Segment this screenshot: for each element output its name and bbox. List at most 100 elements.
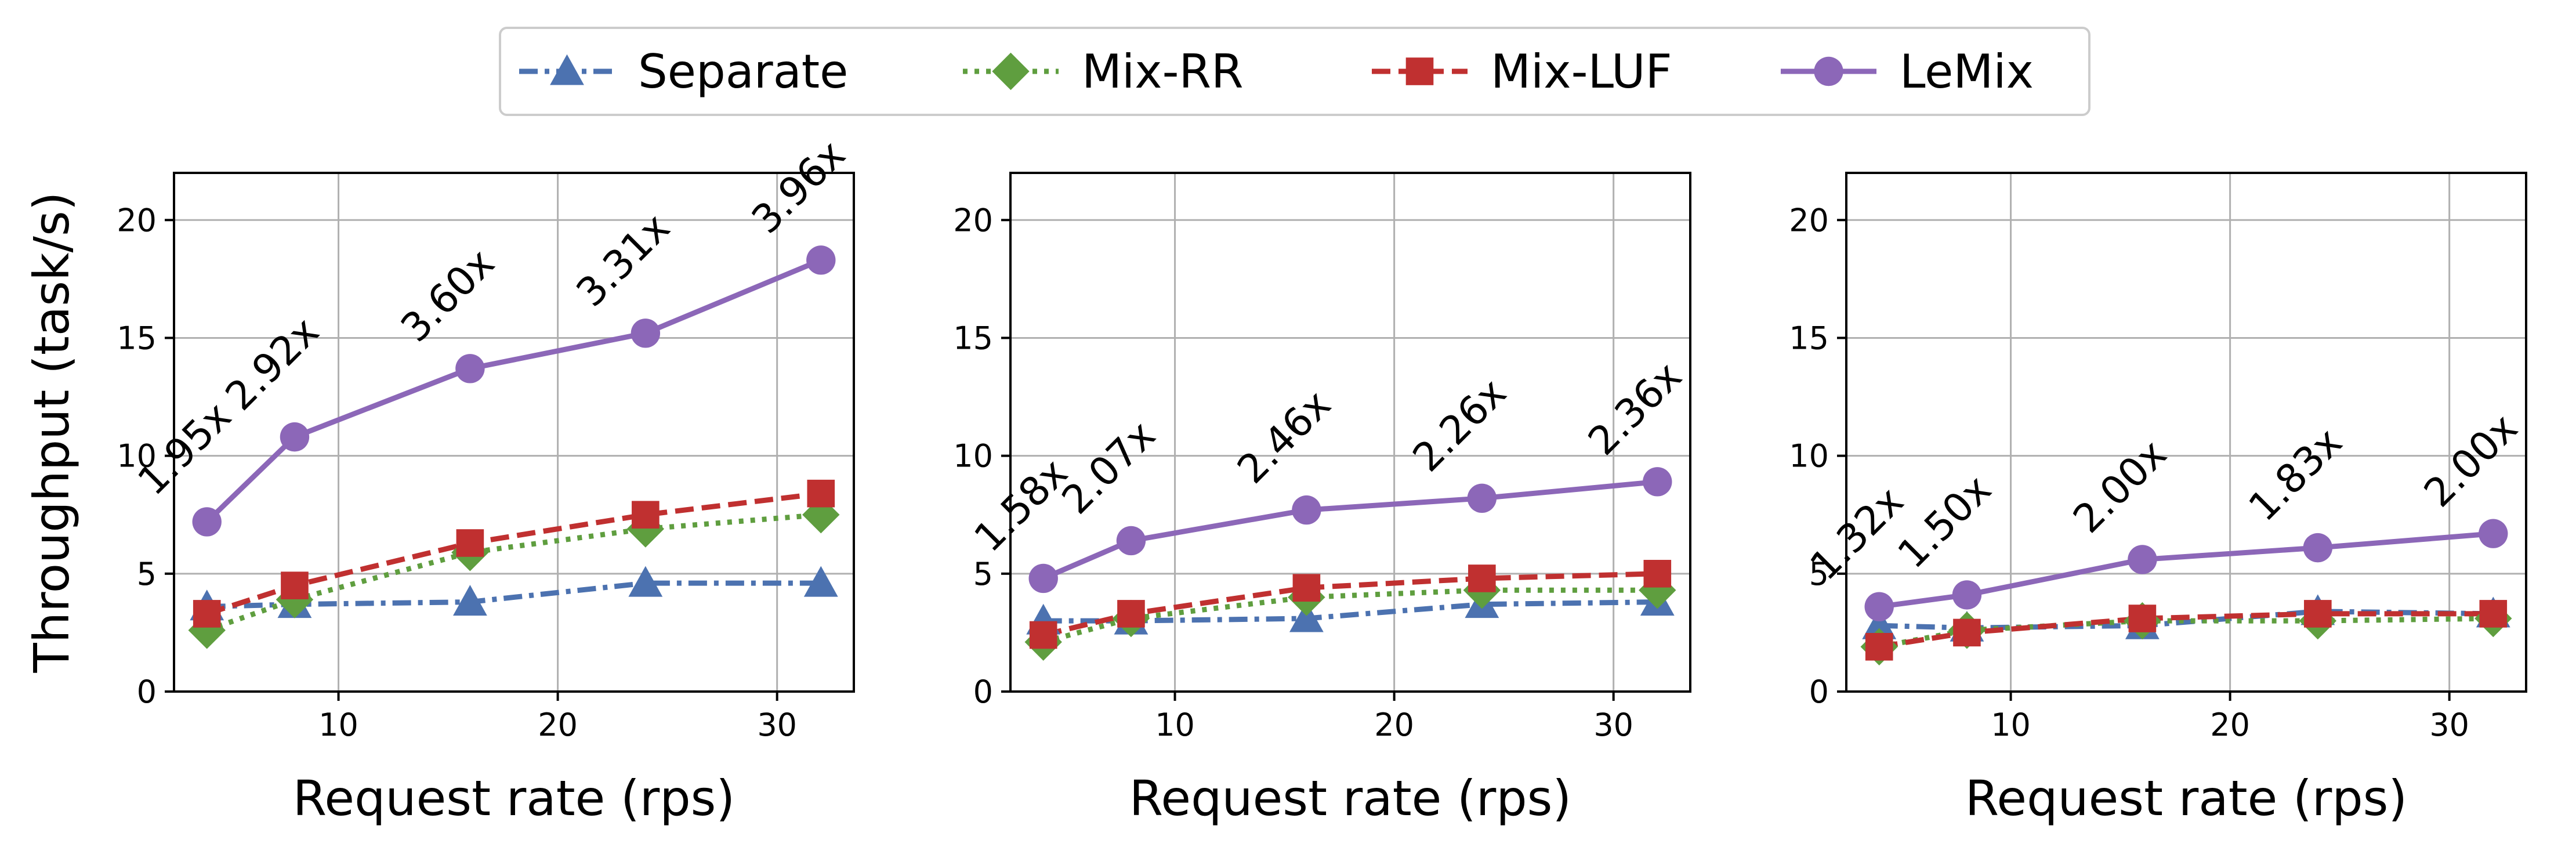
y-tick-label: 20 <box>953 202 993 238</box>
data-point-mix-luf <box>2128 605 2157 632</box>
data-point-separate <box>1862 608 1897 639</box>
data-point-lemix <box>2479 519 2508 548</box>
data-point-separate <box>452 585 487 616</box>
legend-label: LeMix <box>1900 45 2034 99</box>
y-tick-label: 20 <box>117 202 157 238</box>
data-point-lemix <box>192 507 222 537</box>
data-point-lemix <box>280 422 310 452</box>
x-axis-label: Request rate (rps) <box>1129 770 1571 827</box>
data-point-mix-luf <box>807 479 835 508</box>
y-tick-label: 0 <box>973 674 993 710</box>
y-tick-label: 10 <box>953 438 993 475</box>
speedup-annotation: 1.32x <box>1802 478 1912 589</box>
data-point-mix-rr <box>276 581 314 618</box>
speedup-annotation: 1.50x <box>1889 466 2000 577</box>
data-point-mix-luf <box>193 600 221 628</box>
data-point-mix-luf <box>1029 621 1057 649</box>
y-tick-label: 20 <box>1789 202 1829 238</box>
legend-marker-square <box>1405 57 1434 85</box>
data-point-mix-luf <box>1292 574 1321 602</box>
speedup-annotation: 1.83x <box>2240 419 2351 530</box>
data-point-lemix <box>1116 526 1146 556</box>
series-line-mix-rr <box>206 512 821 633</box>
legend-entry-mix-luf: Mix-LUF <box>1372 45 1672 99</box>
speedup-annotation: 2.07x <box>1053 412 1164 523</box>
data-point-mix-luf <box>2479 600 2508 628</box>
x-tick-label: 30 <box>2429 707 2469 743</box>
data-point-lemix <box>1028 563 1058 594</box>
data-point-mix-luf <box>281 571 309 599</box>
data-point-lemix <box>2128 545 2157 574</box>
chart-panel-1: 10 20 30 0 5 10 15 20 Request rate (rps) Throughp… <box>23 132 855 827</box>
data-point-lemix <box>455 354 485 383</box>
data-point-lemix <box>2303 533 2333 563</box>
y-tick-label: 5 <box>137 556 157 592</box>
y-axis-label: Throughput (task/s) <box>23 191 80 673</box>
plot-frame <box>1845 172 2527 693</box>
data-point-lemix <box>1952 580 1982 610</box>
data-point-lemix <box>631 319 661 348</box>
x-tick-label: 30 <box>757 707 797 743</box>
data-point-mix-luf <box>632 501 660 529</box>
speedup-annotation: 3.31x <box>568 205 679 316</box>
data-point-lemix <box>806 245 836 275</box>
legend-marker-circle <box>1814 56 1843 86</box>
legend-entry-mix-rr: Mix-RR <box>963 45 1244 99</box>
x-tick-label: 10 <box>1155 707 1195 743</box>
y-tick-label: 15 <box>117 320 157 356</box>
data-point-mix-luf <box>456 529 484 557</box>
speedup-annotation: 2.92x <box>217 309 328 419</box>
y-tick-label: 10 <box>117 438 157 475</box>
legend-frame <box>499 27 2090 116</box>
data-point-lemix <box>1864 592 1894 621</box>
data-point-mix-luf <box>1953 618 1981 647</box>
data-point-mix-luf <box>1468 564 1496 592</box>
data-point-mix-luf <box>1865 632 1893 661</box>
y-tick-label: 15 <box>1789 320 1829 356</box>
data-point-mix-rr <box>802 496 840 534</box>
x-tick-label: 20 <box>538 707 578 743</box>
data-point-lemix <box>1292 495 1321 525</box>
data-point-separate <box>1289 601 1324 632</box>
data-point-lemix <box>1643 467 1672 497</box>
y-tick-label: 10 <box>1789 438 1829 475</box>
speedup-annotation: 2.00x <box>2065 431 2176 542</box>
y-tick-label: 15 <box>953 320 993 356</box>
x-tick-label: 20 <box>2210 707 2250 743</box>
data-point-separate <box>628 566 663 597</box>
legend: Separate Mix-RR Mix-LUF LeMix <box>499 27 2090 116</box>
x-tick-label: 10 <box>318 707 358 743</box>
x-tick-label: 20 <box>1374 707 1414 743</box>
plot-frame <box>1009 172 1691 693</box>
data-point-mix-luf <box>1643 560 1672 588</box>
data-point-separate <box>803 566 838 597</box>
data-point-mix-luf <box>2304 600 2332 628</box>
y-tick-label: 0 <box>1809 674 1829 710</box>
legend-marker-diamond <box>992 52 1030 91</box>
x-axis-label: Request rate (rps) <box>293 770 735 827</box>
speedup-annotation: 2.36x <box>1579 353 1690 464</box>
speedup-annotation: 2.00x <box>2415 405 2526 516</box>
x-axis-label: Request rate (rps) <box>1965 770 2407 827</box>
series-line-mix-luf <box>1878 611 2494 650</box>
chart-panels: 10 20 30 0 5 10 15 20 Request rate (rps) Throughp… <box>23 132 2527 827</box>
x-tick-label: 10 <box>1991 707 2031 743</box>
legend-label: Mix-LUF <box>1491 45 1672 99</box>
legend-entry-separate: Separate <box>519 45 848 99</box>
data-point-lemix <box>1467 483 1497 513</box>
legend-label: Mix-RR <box>1082 45 1244 99</box>
speedup-annotation: 3.60x <box>393 240 503 351</box>
series-line-lemix <box>205 258 823 524</box>
legend-label: Separate <box>638 45 848 99</box>
legend-marker-triangle <box>550 54 584 85</box>
data-point-mix-luf <box>1117 600 1145 628</box>
speedup-annotation: 2.46x <box>1229 382 1340 493</box>
legend-entry-lemix: LeMix <box>1781 45 2034 99</box>
plot-frame <box>173 172 855 693</box>
y-tick-label: 5 <box>973 556 993 592</box>
speedup-annotation: 2.26x <box>1404 370 1515 480</box>
y-tick-label: 0 <box>137 674 157 710</box>
speedup-annotation: 3.96x <box>743 132 854 243</box>
